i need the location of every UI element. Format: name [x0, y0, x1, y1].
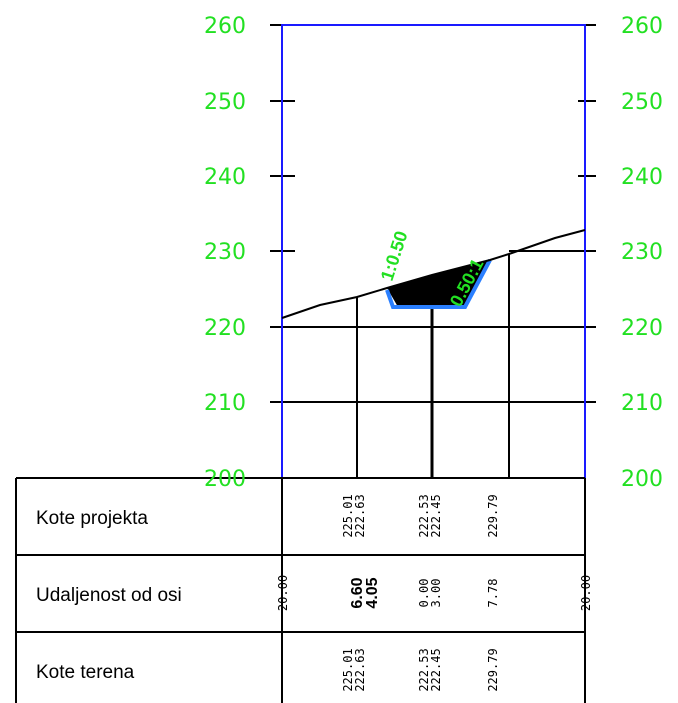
cell-value: 225.01 — [341, 494, 355, 537]
y-tick-label: 220 — [621, 316, 663, 341]
cell-value: 3.00 — [429, 579, 443, 608]
grid — [270, 24, 596, 478]
cell-value: 6.60 — [349, 577, 366, 608]
ditch-outline — [385, 259, 492, 309]
cell-value: 222.45 — [429, 648, 443, 691]
y-tick-label: 200 — [204, 467, 246, 492]
y-tick-label: 210 — [621, 391, 663, 416]
cell-value: 4.05 — [364, 577, 381, 608]
table — [15, 477, 586, 703]
y-tick-label: 250 — [204, 90, 246, 115]
cell-value: 222.63 — [353, 494, 367, 537]
cell-value: 20.00 — [276, 575, 290, 611]
cell-value: 222.45 — [429, 494, 443, 537]
cell-value: 20.00 — [579, 575, 593, 611]
slope-label: 1:0.50 — [377, 229, 412, 284]
cell-value: 0.00 — [417, 579, 431, 608]
cell-value: 229.79 — [486, 494, 500, 537]
row-label: Kote projekta — [36, 508, 148, 529]
y-tick-label: 260 — [204, 14, 246, 39]
y-tick-label: 200 — [621, 467, 663, 492]
y-tick-label: 230 — [621, 240, 663, 265]
terrain — [281, 229, 586, 319]
y-tick-label: 260 — [621, 14, 663, 39]
ditch — [387, 260, 490, 307]
row-label: Udaljenost od osi — [36, 585, 182, 606]
cell-value: 222.63 — [353, 648, 367, 691]
y-tick-label: 240 — [204, 165, 246, 190]
y-tick-label: 210 — [204, 391, 246, 416]
cell-value: 229.79 — [486, 648, 500, 691]
cell-value: 222.53 — [417, 494, 431, 537]
cell-value: 7.78 — [486, 579, 500, 608]
cell-value: 225.01 — [341, 648, 355, 691]
y-tick-label: 250 — [621, 90, 663, 115]
row-label: Kote terena — [36, 662, 135, 683]
cell-value: 222.53 — [417, 648, 431, 691]
y-tick-label: 220 — [204, 316, 246, 341]
y-tick-label: 240 — [621, 165, 663, 190]
y-tick-label: 230 — [204, 240, 246, 265]
